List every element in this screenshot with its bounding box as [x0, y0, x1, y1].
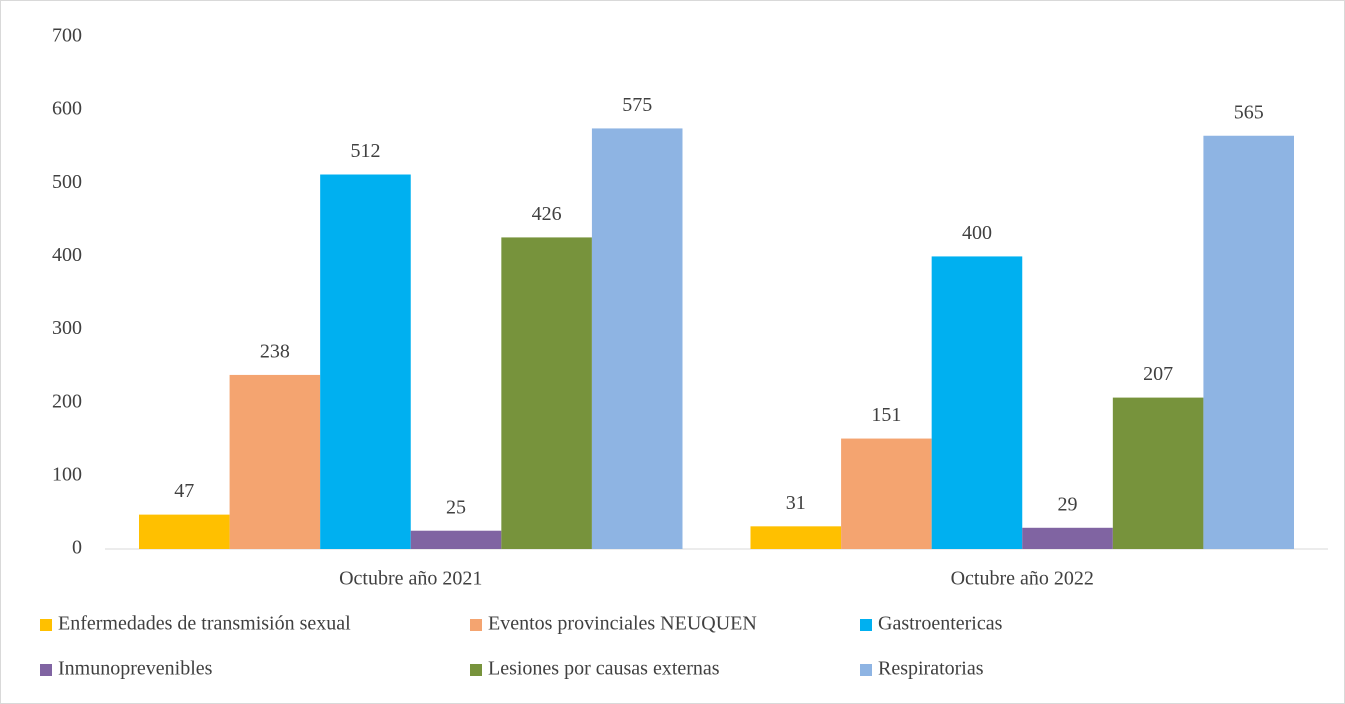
data-label: 151 [871, 404, 901, 426]
legend-swatch [860, 664, 872, 676]
legend-label: Enfermedades de transmisión sexual [58, 613, 351, 635]
bar [931, 256, 1023, 549]
bar [1112, 397, 1204, 549]
legend-swatch [40, 664, 52, 676]
bar [410, 530, 502, 549]
data-label: 565 [1234, 101, 1264, 123]
bar [139, 514, 230, 549]
bar [320, 174, 411, 549]
legend-swatch [470, 619, 482, 631]
y-tick-label: 100 [52, 463, 82, 485]
legend-swatch [860, 619, 872, 631]
data-label: 575 [622, 94, 652, 116]
data-label: 512 [350, 140, 380, 162]
bar [750, 526, 842, 549]
bar [1203, 135, 1294, 549]
legend-label: Lesiones por causas externas [488, 658, 720, 680]
data-label: 31 [786, 492, 806, 514]
data-label: 426 [532, 203, 562, 225]
data-label: 29 [1058, 493, 1078, 515]
bar [841, 438, 932, 549]
y-tick-label: 200 [52, 390, 82, 412]
y-tick-label: 300 [52, 317, 82, 339]
bar [501, 237, 592, 549]
legend-label: Respiratorias [878, 658, 984, 680]
data-label: 47 [174, 480, 194, 502]
data-label: 400 [962, 222, 992, 244]
legend-label: Inmunoprevenibles [58, 658, 213, 680]
x-tick-label: Octubre año 2021 [339, 568, 482, 590]
data-label: 207 [1143, 363, 1173, 385]
y-tick-label: 600 [52, 98, 82, 120]
legend-label: Gastroentericas [878, 613, 1003, 635]
data-label: 25 [446, 496, 466, 518]
legend-swatch [40, 619, 52, 631]
y-tick-label: 400 [52, 244, 82, 266]
bar [229, 374, 321, 549]
y-tick-label: 700 [52, 25, 82, 47]
y-tick-label: 500 [52, 171, 82, 193]
data-label: 238 [260, 341, 290, 363]
bar [591, 128, 683, 549]
x-tick-label: Octubre año 2022 [951, 568, 1094, 590]
legend-label: Eventos provinciales NEUQUEN [488, 613, 757, 635]
legend-swatch [470, 664, 482, 676]
y-tick-label: 0 [72, 537, 82, 559]
bar [1022, 527, 1113, 549]
